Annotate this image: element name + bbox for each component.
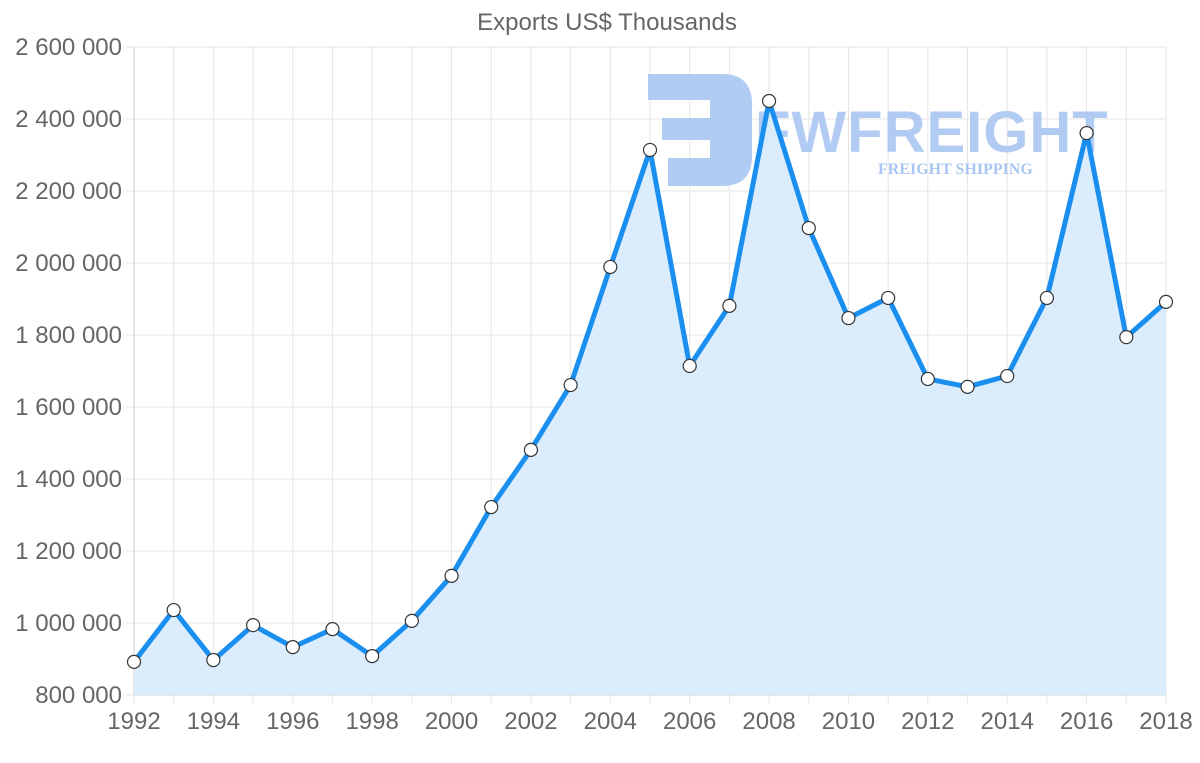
y-tick-label: 1 800 000: [15, 322, 122, 349]
y-tick-label: 2 600 000: [15, 34, 122, 61]
data-point[interactable]: [881, 290, 896, 306]
data-point[interactable]: [444, 568, 459, 583]
data-point[interactable]: [960, 379, 975, 394]
data-point[interactable]: [245, 618, 261, 633]
data-point[interactable]: [365, 649, 380, 664]
data-point[interactable]: [722, 298, 737, 313]
y-tick-label: 2 400 000: [15, 106, 122, 133]
x-tick-label: 2012: [901, 708, 954, 735]
data-point[interactable]: [801, 220, 816, 236]
x-tick-label: 2018: [1139, 708, 1192, 735]
x-tick-label: 1998: [345, 708, 398, 735]
data-point[interactable]: [1000, 368, 1015, 384]
watermark-brand: FWFREIGHT: [755, 100, 1109, 165]
data-point[interactable]: [1039, 290, 1055, 306]
x-tick-label: 2014: [981, 708, 1034, 735]
data-point[interactable]: [642, 142, 658, 158]
data-point[interactable]: [563, 377, 578, 393]
x-tick-label: 2004: [584, 708, 637, 735]
x-tick-label: 2002: [504, 708, 557, 735]
watermark-tagline: FREIGHT SHIPPING: [878, 161, 1033, 178]
y-tick-label: 2 000 000: [15, 250, 122, 277]
x-tick-label: 2006: [663, 708, 716, 735]
y-tick-label: 1 400 000: [15, 466, 122, 493]
data-points: [126, 93, 1174, 669]
data-point[interactable]: [404, 613, 419, 628]
y-tick-label: 2 200 000: [15, 178, 122, 205]
chart-title: Exports US$ Thousands: [477, 9, 737, 36]
y-tick-label: 800 000: [35, 682, 122, 709]
x-tick-label: 2000: [425, 708, 478, 735]
y-tick-label: 1 000 000: [15, 610, 122, 637]
data-point[interactable]: [920, 371, 935, 387]
x-tick-label: 2016: [1060, 708, 1113, 735]
data-point[interactable]: [285, 640, 300, 655]
x-tick-label: 1992: [107, 708, 160, 735]
y-tick-label: 1 200 000: [15, 538, 122, 565]
logo-mark-icon: [648, 74, 752, 186]
data-point[interactable]: [523, 442, 539, 457]
area-fill: [134, 101, 1166, 695]
x-tick-label: 2010: [822, 708, 875, 735]
data-point[interactable]: [1119, 330, 1134, 345]
watermark-logo: FWFREIGHT FREIGHT SHIPPING: [648, 74, 1109, 186]
x-axis-labels: 1992 1994 1996 1998 2000 2002 2004 2006 2008 2010…: [107, 708, 1192, 735]
data-point[interactable]: [126, 654, 142, 669]
y-axis-labels: 800 000 1 000 000 1 200 000 1 400 000 1 600 …: [15, 34, 122, 709]
data-point[interactable]: [841, 310, 856, 326]
y-tick-label: 1 600 000: [15, 394, 122, 421]
data-point[interactable]: [206, 652, 221, 668]
data-point[interactable]: [761, 93, 777, 109]
data-point[interactable]: [484, 499, 499, 515]
data-point[interactable]: [166, 602, 181, 618]
data-point[interactable]: [325, 622, 340, 637]
data-point[interactable]: [682, 358, 697, 374]
data-point[interactable]: [603, 259, 618, 275]
x-tick-label: 1994: [187, 708, 240, 735]
data-point[interactable]: [1158, 294, 1174, 309]
x-tick-label: 2008: [742, 708, 795, 735]
data-point[interactable]: [1079, 125, 1094, 141]
x-tick-label: 1996: [266, 708, 319, 735]
